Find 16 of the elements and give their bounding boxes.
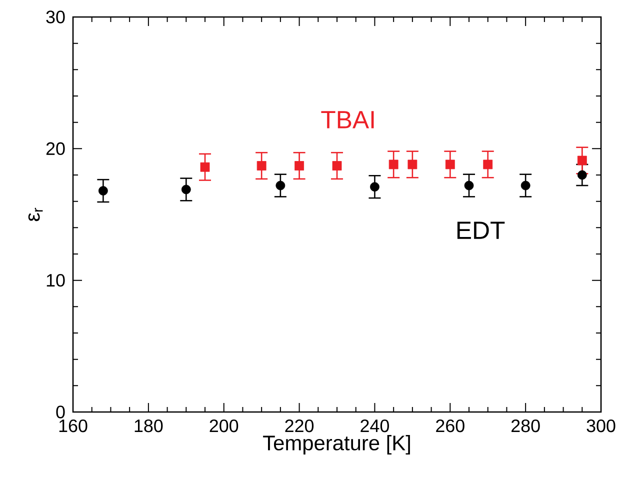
y-tick-label: 30 — [46, 10, 65, 24]
series-label: EDT — [457, 222, 505, 239]
x-tick-label: 260 — [436, 419, 464, 432]
x-tick-label: 300 — [586, 419, 616, 432]
x-tick-label: 280 — [512, 419, 540, 432]
y-axis-title: ε$_{r}$ — [28, 208, 43, 222]
x-tick-label: 180 — [134, 419, 163, 432]
y-tick-label: 10 — [46, 274, 65, 287]
x-tick-label: 200 — [210, 419, 238, 432]
y-tick-label: 0 — [56, 406, 65, 418]
x-tick-label: 240 — [360, 419, 389, 432]
series-label: TBAI — [321, 111, 374, 128]
x-tick-label: 160 — [59, 419, 88, 432]
x-tick-label: 220 — [285, 419, 314, 432]
x-axis-title: Temperature [K] — [263, 435, 410, 455]
y-tick-label: 20 — [46, 142, 65, 155]
